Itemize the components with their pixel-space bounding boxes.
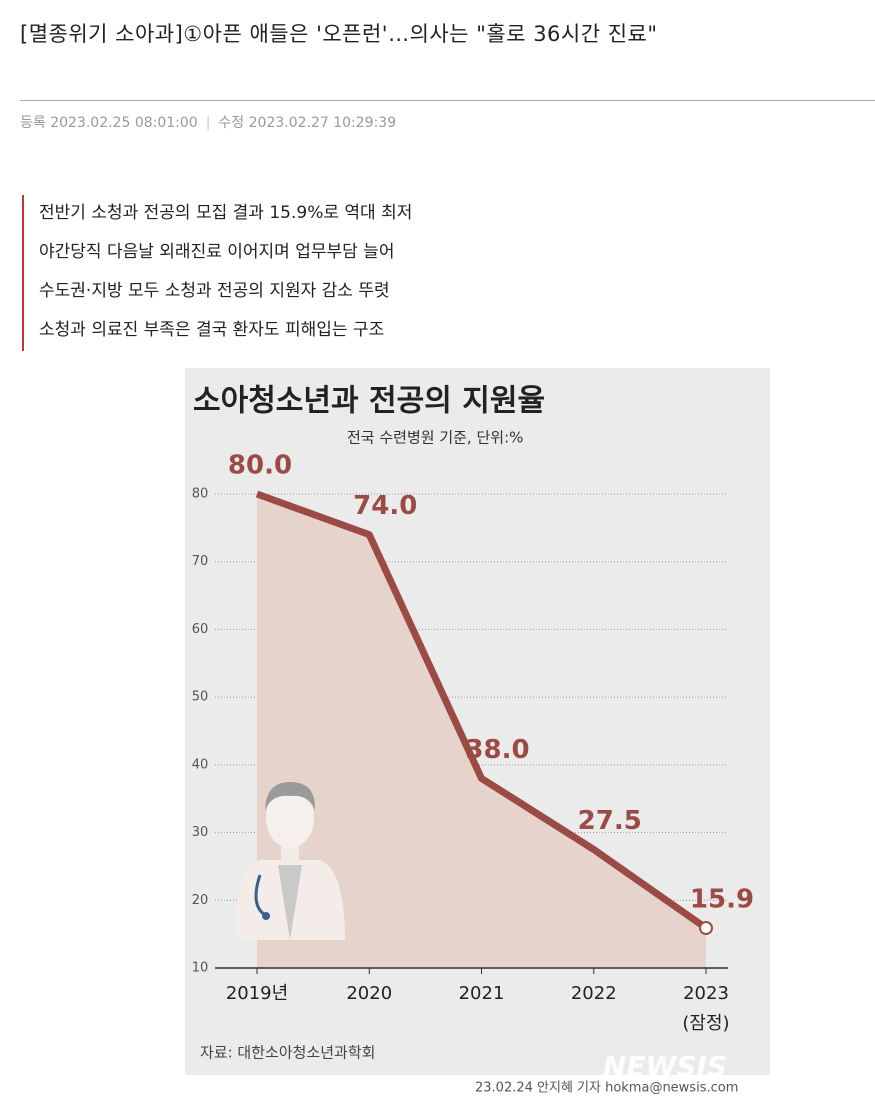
credit: 23.02.24 안지혜 기자 hokma@newsis.com (475, 1081, 738, 1096)
x-tick-label: 2022 (571, 983, 617, 1004)
y-tick-label: 80 (192, 487, 209, 502)
watermark: NEWSIS (603, 1050, 727, 1083)
face (266, 788, 314, 848)
separator: | (205, 115, 211, 131)
stethoscope (254, 874, 266, 917)
summary-line: 야간당직 다음날 외래진료 이어지며 업무부담 늘어 (39, 242, 395, 262)
x-tick-label: 2019년 (226, 983, 288, 1004)
x-tick-label: 2021 (459, 983, 505, 1004)
x-tick-label: 2020 (346, 983, 392, 1004)
category-note: (잠정) (682, 1013, 729, 1034)
summary: 전반기 소청과 전공의 모집 결과 15.9%로 역대 최저 야간당직 다음날 … (22, 195, 412, 351)
hair (265, 782, 316, 810)
doctor-illustration (235, 782, 345, 940)
stethoscope-head (262, 912, 270, 920)
y-tick-label: 10 (192, 961, 209, 976)
value-label: 80.0 (228, 451, 292, 481)
plot: 10 20 30 40 50 60 70 80 80.0 2019년 74.0 2020 38.0 202… (192, 451, 754, 1035)
y-tick-label: 30 (192, 825, 209, 840)
x-tick-label: 2023 (683, 983, 729, 1004)
y-tick-label: 50 (192, 690, 209, 705)
value-label: 15.9 (690, 885, 754, 915)
modified: 수정 2023.02.27 10:29:39 (218, 115, 397, 131)
neck (281, 842, 299, 864)
meta: 등록 2023.02.25 08:01:00 | 수정 2023.02.27 10:… (20, 112, 396, 132)
y-tick-label: 40 (192, 757, 209, 772)
y-tick-label: 60 (192, 622, 209, 637)
value-label: 74.0 (353, 491, 417, 521)
chart-subtitle: 전국 수련병원 기준, 단위:% (347, 429, 523, 447)
point (699, 921, 713, 936)
registered: 등록 2023.02.25 08:01:00 (20, 115, 198, 131)
shirt (278, 865, 302, 940)
value-label: 27.5 (578, 806, 642, 836)
y-tick-label: 70 (192, 554, 209, 569)
y-tick-label: 20 (192, 893, 209, 908)
value-label: 38.0 (465, 735, 529, 765)
summary-line: 소청과 의료진 부족은 결국 환자도 피해입는 구조 (39, 320, 385, 340)
chart-title: 소아청소년과 전공의 지원율 (193, 384, 545, 419)
divider (20, 100, 875, 101)
source: 자료: 대한소아청소년과학회 (200, 1044, 375, 1062)
article-title: [멸종위기 소아과]①아픈 애들은 '오픈런'…의사는 "홀로 36시간 진료" (20, 22, 658, 46)
summary-line: 수도권·지방 모두 소청과 전공의 지원자 감소 뚜렷 (39, 281, 390, 301)
summary-line: 전반기 소청과 전공의 모집 결과 15.9%로 역대 최저 (39, 203, 413, 223)
line (255, 490, 709, 931)
